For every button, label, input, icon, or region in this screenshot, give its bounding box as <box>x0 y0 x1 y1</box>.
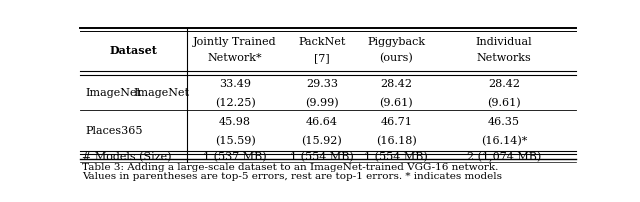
Text: 2 (1,074 MB): 2 (1,074 MB) <box>467 152 541 162</box>
Text: Networks: Networks <box>477 53 531 63</box>
Text: 46.64: 46.64 <box>306 117 338 127</box>
Text: (9.99): (9.99) <box>305 97 339 107</box>
Text: (9.61): (9.61) <box>380 97 413 107</box>
Text: Dataset: Dataset <box>109 45 157 56</box>
Text: 29.33: 29.33 <box>306 79 338 89</box>
Text: (15.59): (15.59) <box>214 135 255 145</box>
Text: 1 (554 MB): 1 (554 MB) <box>364 152 428 162</box>
Text: PackNet: PackNet <box>298 37 346 47</box>
Text: Table 3: Adding a large-scale dataset to an ImageNet-trained VGG-16 network.: Table 3: Adding a large-scale dataset to… <box>83 162 499 171</box>
Text: 1 (554 MB): 1 (554 MB) <box>290 152 354 162</box>
Text: (15.92): (15.92) <box>301 135 342 145</box>
Text: Individual: Individual <box>476 37 532 47</box>
Text: Network*: Network* <box>208 53 262 63</box>
Text: 28.42: 28.42 <box>380 79 412 89</box>
Text: ImageNet: ImageNet <box>133 88 189 98</box>
Text: 1 (537 MB): 1 (537 MB) <box>203 152 267 162</box>
Text: Piggyback: Piggyback <box>367 37 425 47</box>
Text: # Models (Size): # Models (Size) <box>83 152 172 162</box>
Text: 33.49: 33.49 <box>219 79 251 89</box>
Text: 28.42: 28.42 <box>488 79 520 89</box>
Text: (ours): (ours) <box>380 53 413 63</box>
Text: [7]: [7] <box>314 53 330 63</box>
Text: ImageNet: ImageNet <box>85 88 141 98</box>
Text: 45.98: 45.98 <box>219 117 251 127</box>
Text: Places365: Places365 <box>85 126 143 136</box>
Text: (16.18): (16.18) <box>376 135 417 145</box>
Text: (9.61): (9.61) <box>487 97 521 107</box>
Text: Jointly Trained: Jointly Trained <box>193 37 277 47</box>
Text: (16.14)*: (16.14)* <box>481 135 527 145</box>
Text: (12.25): (12.25) <box>214 97 255 107</box>
Text: Values in parentheses are top-5 errors, rest are top-1 errors. * indicates model: Values in parentheses are top-5 errors, … <box>83 171 502 180</box>
Text: 46.35: 46.35 <box>488 117 520 127</box>
Text: 46.71: 46.71 <box>380 117 412 127</box>
